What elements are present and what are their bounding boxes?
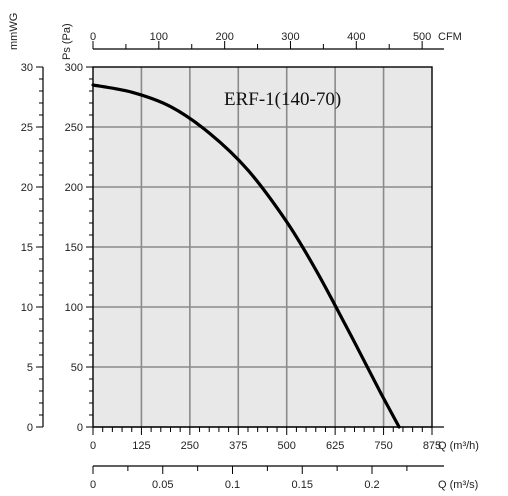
pressure-mmwg-tick-label: 5 — [27, 362, 33, 374]
flow-cfm-tick-label: 500 — [413, 31, 431, 43]
flow-m3h-tick-label: 625 — [326, 440, 344, 452]
flow-m3s-tick-label: 0.05 — [152, 479, 173, 491]
flow-m3h-tick-label: 875 — [423, 440, 441, 452]
flow-m3h-axis-title: Q (m³/h) — [438, 440, 479, 452]
flow-cfm-tick-label: 200 — [215, 31, 233, 43]
pressure-pa-tick-label: 250 — [65, 122, 83, 134]
flow-m3s-tick-label: 0 — [90, 479, 96, 491]
flow-m3h-tick-label: 250 — [181, 440, 199, 452]
pressure-mmwg-tick-label: 15 — [21, 242, 33, 254]
flow-m3s-tick-label: 0.1 — [225, 479, 240, 491]
flow-m3s-tick-label: 0.15 — [292, 479, 313, 491]
flow-m3s-tick-label: 0.2 — [364, 479, 379, 491]
chart-title: ERF-1(140-70) — [224, 89, 341, 110]
flow-m3h-tick-label: 125 — [132, 440, 150, 452]
flow-m3h-tick-label: 750 — [374, 440, 392, 452]
flow-m3s-axis-title: Q (m³/s) — [438, 479, 478, 491]
pressure-mmwg-tick-label: 0 — [27, 422, 33, 434]
pressure-mmwg-tick-label: 20 — [21, 182, 33, 194]
pressure-mmwg-tick-label: 10 — [21, 302, 33, 314]
pressure-pa-tick-label: 300 — [65, 62, 83, 74]
pressure-mmwg-tick-label: 25 — [21, 122, 33, 134]
flow-m3h-tick-label: 500 — [278, 440, 296, 452]
flow-cfm-tick-label: 0 — [90, 31, 96, 43]
pressure-mmwg-axis-title: mmWG — [8, 13, 20, 50]
flow-m3h-tick-label: 0 — [90, 440, 96, 452]
pressure-pa-tick-label: 100 — [65, 302, 83, 314]
pressure-pa-tick-label: 0 — [77, 422, 83, 434]
pressure-pa-tick-label: 150 — [65, 242, 83, 254]
pressure-mmwg-tick-label: 30 — [21, 62, 33, 74]
flow-cfm-tick-label: 100 — [150, 31, 168, 43]
pressure-pa-tick-label: 200 — [65, 182, 83, 194]
pressure-pa-axis-title: Ps (Pa) — [61, 23, 73, 60]
pressure-pa-tick-label: 50 — [71, 362, 83, 374]
flow-m3h-tick-label: 375 — [229, 440, 247, 452]
fan-curve-line — [91, 83, 401, 429]
flow-cfm-tick-label: 400 — [347, 31, 365, 43]
flow-cfm-axis-title: CFM — [438, 31, 462, 43]
flow-cfm-tick-label: 300 — [281, 31, 299, 43]
